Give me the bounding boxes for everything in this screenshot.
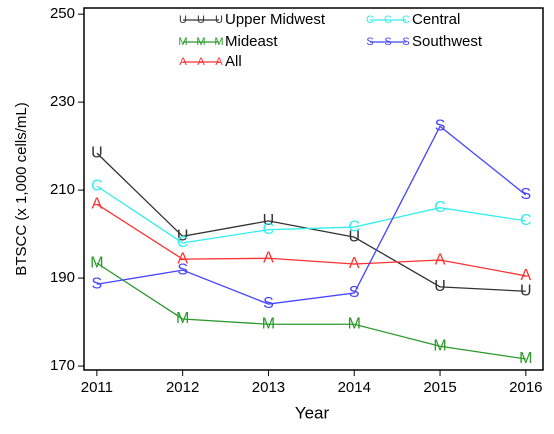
- point-marker: M: [176, 310, 189, 327]
- point-marker: A: [263, 249, 274, 266]
- x-tick-label: 2016: [509, 379, 542, 396]
- legend-label: Central: [412, 11, 460, 28]
- legend-label: All: [225, 53, 242, 70]
- legend-marker: A: [179, 56, 187, 68]
- legend-marker: U: [215, 14, 223, 26]
- point-marker: C: [91, 177, 103, 194]
- legend-marker: C: [402, 14, 410, 26]
- point-marker: S: [521, 186, 532, 203]
- legend-marker: U: [197, 14, 205, 26]
- series-line: [96, 152, 526, 292]
- point-marker: S: [263, 295, 274, 312]
- point-marker: A: [349, 255, 360, 272]
- legend-label: Upper Midwest: [225, 11, 326, 28]
- legend-marker: A: [215, 56, 223, 68]
- y-tick-label: 230: [50, 93, 75, 110]
- point-marker: C: [348, 218, 360, 235]
- legend-marker: C: [366, 14, 374, 26]
- point-marker: M: [348, 315, 361, 332]
- legend-marker: M: [214, 36, 223, 48]
- point-marker: U: [177, 228, 189, 245]
- x-tick-label: 2013: [252, 379, 285, 396]
- point-marker: C: [263, 221, 275, 238]
- legend-label: Mideast: [225, 33, 278, 50]
- legend-marker: A: [197, 56, 205, 68]
- legend-marker: M: [196, 36, 205, 48]
- point-marker: M: [90, 254, 103, 271]
- point-marker: U: [348, 228, 360, 245]
- series-line: [96, 125, 527, 305]
- legend-marker: S: [402, 36, 409, 48]
- legend-marker: S: [384, 36, 391, 48]
- point-marker: U: [263, 212, 275, 229]
- point-marker: S: [435, 118, 446, 135]
- point-marker: A: [435, 251, 446, 268]
- point-marker: U: [520, 282, 532, 299]
- point-marker: U: [434, 278, 446, 295]
- series-line: [96, 185, 526, 244]
- legend-label: Southwest: [412, 33, 483, 50]
- x-tick-label: 2012: [166, 379, 199, 396]
- point-marker: U: [91, 144, 103, 161]
- x-tick-label: 2011: [81, 379, 113, 396]
- y-tick-label: 250: [50, 5, 75, 22]
- point-marker: S: [177, 261, 188, 278]
- plot-frame: [83, 7, 544, 371]
- x-tick-label: 2015: [423, 379, 456, 396]
- series-line: [96, 262, 526, 360]
- point-marker: C: [434, 199, 446, 216]
- legend-marker: C: [384, 14, 392, 26]
- point-marker: C: [177, 234, 189, 251]
- y-tick-label: 170: [50, 357, 75, 374]
- point-marker: M: [262, 315, 275, 332]
- point-marker: S: [92, 275, 103, 292]
- point-marker: M: [433, 337, 446, 354]
- point-marker: A: [521, 267, 532, 284]
- point-marker: C: [520, 212, 532, 229]
- y-tick-label: 210: [50, 181, 75, 198]
- y-axis-label: BTSCC (x 1,000 cells/mL): [13, 102, 30, 275]
- y-tick-label: 190: [50, 269, 75, 286]
- point-marker: A: [177, 250, 188, 267]
- point-marker: S: [349, 284, 360, 301]
- point-marker: A: [92, 195, 103, 212]
- legend-marker: U: [179, 14, 187, 26]
- legend-marker: S: [366, 36, 373, 48]
- x-axis-label: Year: [295, 403, 330, 422]
- legend-marker: M: [178, 36, 187, 48]
- series-line: [96, 203, 526, 277]
- point-marker: M: [519, 350, 532, 367]
- x-tick-label: 2014: [338, 379, 371, 396]
